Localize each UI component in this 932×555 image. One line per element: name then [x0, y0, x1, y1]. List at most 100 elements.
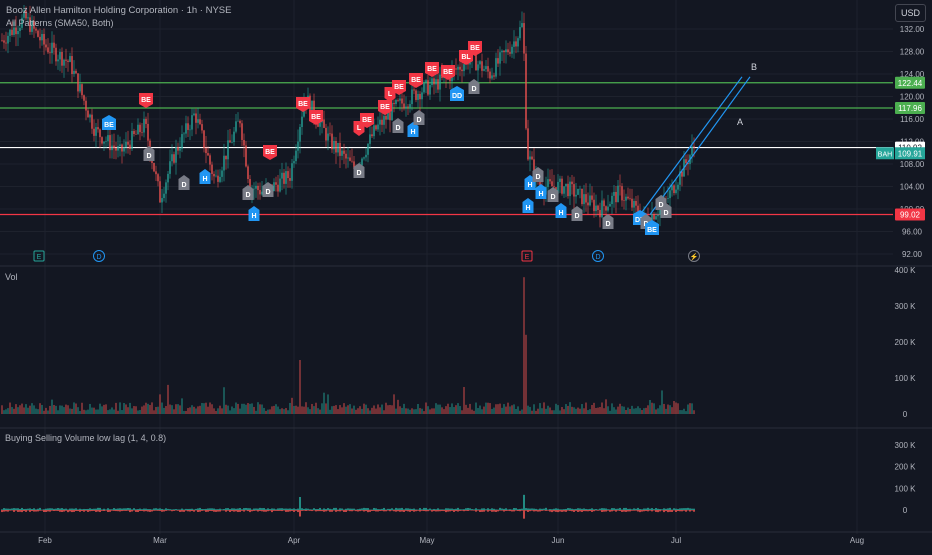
- candle-body: [191, 115, 192, 129]
- volume-bar: [153, 410, 155, 414]
- volume-bar: [231, 406, 233, 414]
- bsv-buy-bar: [373, 508, 375, 510]
- bsv-sell-bar: [85, 510, 87, 511]
- bsv-sell-bar: [193, 510, 195, 512]
- volume-bar: [539, 403, 541, 414]
- bsv-sell-bar: [437, 510, 439, 511]
- volume-bar: [303, 407, 305, 414]
- candle-body: [483, 69, 484, 71]
- bsv-buy-bar: [97, 508, 99, 510]
- volume-bar: [3, 410, 5, 414]
- bsv-sell-bar: [155, 510, 157, 511]
- bsv-sell-bar: [107, 510, 109, 512]
- bsv-sell-bar: [305, 510, 307, 511]
- bsv-sell-bar: [339, 510, 341, 511]
- volume-bar: [63, 407, 65, 414]
- time-tick-label: May: [419, 536, 434, 545]
- bsv-buy-bar: [445, 508, 447, 510]
- candle-body: [119, 144, 120, 146]
- bsv-sell-bar: [573, 510, 575, 512]
- bsv-buy-bar: [139, 509, 141, 510]
- candle-body: [575, 195, 576, 197]
- candle-body: [109, 135, 110, 150]
- bsv-buy-bar: [521, 509, 523, 510]
- bsv-buy-bar: [25, 509, 27, 510]
- bsv-buy-bar: [135, 509, 137, 510]
- volume-bar: [567, 406, 569, 414]
- candle-body: [421, 92, 422, 99]
- volume-bar: [29, 406, 31, 414]
- bsv-sell-bar: [127, 510, 129, 511]
- volume-bar: [217, 408, 219, 414]
- candle-body: [175, 147, 176, 163]
- bsv-tick-label: 200 K: [895, 463, 917, 472]
- volume-bar: [57, 410, 59, 414]
- candle-body: [285, 171, 286, 184]
- bsv-sell-bar: [161, 510, 163, 512]
- volume-bar: [243, 404, 245, 414]
- bsv-buy-bar: [677, 509, 679, 510]
- candle-body: [145, 119, 146, 124]
- bsv-buy-bar: [537, 509, 539, 510]
- bsv-sell-bar: [415, 510, 417, 511]
- pattern-badge-label: H: [410, 129, 415, 136]
- bsv-buy-bar: [575, 509, 577, 510]
- bsv-sell-bar: [237, 510, 239, 512]
- bsv-buy-bar: [167, 509, 169, 510]
- bsv-sell-bar: [493, 510, 495, 512]
- bsv-buy-bar: [383, 508, 385, 510]
- bsv-sell-bar: [319, 510, 321, 511]
- bsv-sell-bar: [683, 510, 685, 511]
- bsv-sell-bar: [587, 510, 589, 511]
- volume-bars: [1, 277, 695, 414]
- candle-body: [563, 186, 564, 193]
- bsv-sell-bar: [373, 510, 375, 511]
- candle-body: [105, 141, 106, 142]
- volume-bar: [345, 407, 347, 414]
- bsv-buy-bar: [111, 509, 113, 510]
- volume-bar: [631, 406, 633, 414]
- volume-bar: [297, 407, 299, 414]
- bsv-buy-bar: [503, 509, 505, 510]
- bsv-buy-bar: [559, 509, 561, 510]
- volume-bar: [315, 403, 317, 414]
- volume-bar: [635, 408, 637, 414]
- bsv-buy-bar: [283, 509, 285, 510]
- bsv-buy-bar: [243, 508, 245, 510]
- bsv-buy-bar: [571, 509, 573, 510]
- volume-bar: [587, 410, 589, 414]
- volume-bar: [657, 408, 659, 414]
- volume-bar: [585, 403, 587, 414]
- candle-body: [79, 84, 80, 91]
- bsv-buy-bar: [669, 508, 671, 510]
- volume-bar: [71, 409, 73, 414]
- currency-button[interactable]: USD: [895, 4, 926, 22]
- candle-body: [59, 52, 60, 59]
- bsv-sell-bar: [261, 510, 263, 511]
- volume-bar: [455, 405, 457, 414]
- volume-bar: [375, 409, 377, 414]
- bsv-sell-bar: [171, 510, 173, 511]
- volume-bar: [245, 405, 247, 414]
- pattern-badge-be: BE: [409, 73, 423, 88]
- bsv-sell-bar: [519, 510, 521, 511]
- volume-bar: [423, 411, 425, 414]
- bsv-sell-bar: [51, 510, 53, 511]
- bsv-sell-bar: [643, 510, 645, 511]
- volume-bar: [617, 407, 619, 414]
- volume-bar: [259, 404, 261, 414]
- volume-bar: [377, 404, 379, 414]
- bsv-sell-bar: [247, 510, 249, 511]
- candle-body: [111, 146, 112, 151]
- candle-body: [13, 27, 14, 34]
- volume-bar: [277, 407, 279, 414]
- bsv-bars: [1, 495, 695, 519]
- candle-body: [521, 23, 522, 27]
- bsv-buy-bar: [411, 509, 413, 510]
- bsv-buy-bar: [163, 509, 165, 510]
- bsv-buy-bar: [443, 509, 445, 510]
- bsv-sell-bar: [355, 510, 357, 511]
- volume-bar: [89, 404, 91, 414]
